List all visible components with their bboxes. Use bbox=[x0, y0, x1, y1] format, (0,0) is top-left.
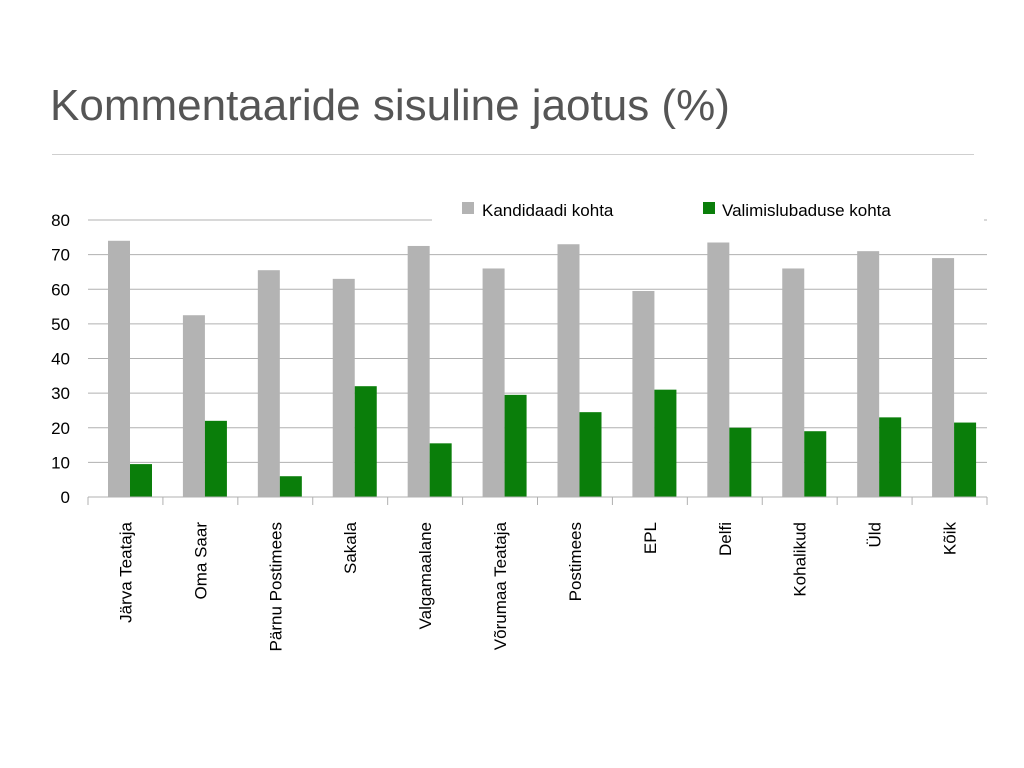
y-tick-label: 60 bbox=[51, 280, 70, 299]
bar-kandidaadi-4 bbox=[407, 245, 430, 497]
x-category-label: Postimees bbox=[566, 522, 585, 601]
bar-kandidaadi-0 bbox=[108, 240, 130, 497]
bar-valimislubaduse-4 bbox=[429, 443, 452, 497]
x-category-label: Järva Teataja bbox=[116, 521, 135, 622]
bar-valimislubaduse-9 bbox=[804, 431, 827, 497]
x-category-label: Delfi bbox=[716, 522, 735, 556]
y-axis-tick-labels: 0 10 20 30 40 50 60 70 80 bbox=[51, 211, 70, 507]
bar-valimislubaduse-7 bbox=[654, 389, 677, 497]
bar-kandidaadi-7 bbox=[632, 290, 655, 497]
x-category-label: Pärnu Postimees bbox=[266, 522, 285, 651]
x-category-label: Sakala bbox=[341, 521, 360, 574]
y-tick-label: 10 bbox=[51, 453, 70, 472]
y-tick-label: 40 bbox=[51, 350, 70, 369]
x-category-label: EPL bbox=[641, 522, 660, 554]
x-category-label: Võrumaa Teataja bbox=[491, 521, 510, 650]
title-divider bbox=[52, 154, 974, 155]
y-tick-label: 80 bbox=[51, 211, 70, 230]
y-tick-label: 50 bbox=[51, 315, 70, 334]
y-tick-label: 70 bbox=[51, 246, 70, 265]
legend-swatch-2 bbox=[703, 202, 715, 214]
y-tick-label: 30 bbox=[51, 384, 70, 403]
legend-swatch-1 bbox=[462, 202, 474, 214]
x-axis-category-labels: Järva Teataja Oma Saar Pärnu Postimees Saka… bbox=[116, 521, 959, 651]
legend-label-1: Kandidaadi kohta bbox=[482, 201, 614, 220]
bar-kandidaadi-3 bbox=[332, 278, 355, 497]
x-category-label: Üld bbox=[866, 522, 885, 548]
bar-valimislubaduse-2 bbox=[279, 476, 302, 497]
y-tick-label: 20 bbox=[51, 419, 70, 438]
slide-title: Kommentaaride sisuline jaotus (%) bbox=[50, 81, 730, 130]
bar-kandidaadi-9 bbox=[782, 268, 805, 497]
bar-valimislubaduse-3 bbox=[354, 386, 377, 497]
bar-valimislubaduse-0 bbox=[130, 464, 152, 497]
bar-valimislubaduse-11 bbox=[954, 422, 977, 497]
bar-valimislubaduse-5 bbox=[504, 394, 527, 497]
x-category-label: Oma Saar bbox=[191, 522, 210, 600]
bars bbox=[108, 240, 977, 497]
y-tick-label: 0 bbox=[61, 488, 70, 507]
bar-kandidaadi-5 bbox=[482, 268, 505, 497]
bar-kandidaadi-1 bbox=[182, 315, 205, 497]
bar-valimislubaduse-8 bbox=[729, 427, 752, 497]
bar-kandidaadi-6 bbox=[557, 244, 580, 497]
x-axis bbox=[87, 496, 988, 505]
bar-valimislubaduse-10 bbox=[879, 417, 902, 497]
bar-kandidaadi-8 bbox=[707, 242, 730, 497]
x-category-label: Kõik bbox=[941, 522, 960, 556]
bar-kandidaadi-10 bbox=[857, 251, 880, 497]
legend-label-2: Valimislubaduse kohta bbox=[722, 201, 891, 220]
bar-kandidaadi-11 bbox=[932, 258, 955, 497]
chart-legend: Kandidaadi kohta Valimislubaduse kohta bbox=[432, 190, 984, 224]
bar-valimislubaduse-1 bbox=[204, 420, 227, 497]
x-category-label: Kohalikud bbox=[791, 522, 810, 597]
bar-kandidaadi-2 bbox=[257, 270, 280, 497]
bar-valimislubaduse-6 bbox=[579, 412, 602, 497]
x-category-label: Valgamaalane bbox=[416, 522, 435, 629]
